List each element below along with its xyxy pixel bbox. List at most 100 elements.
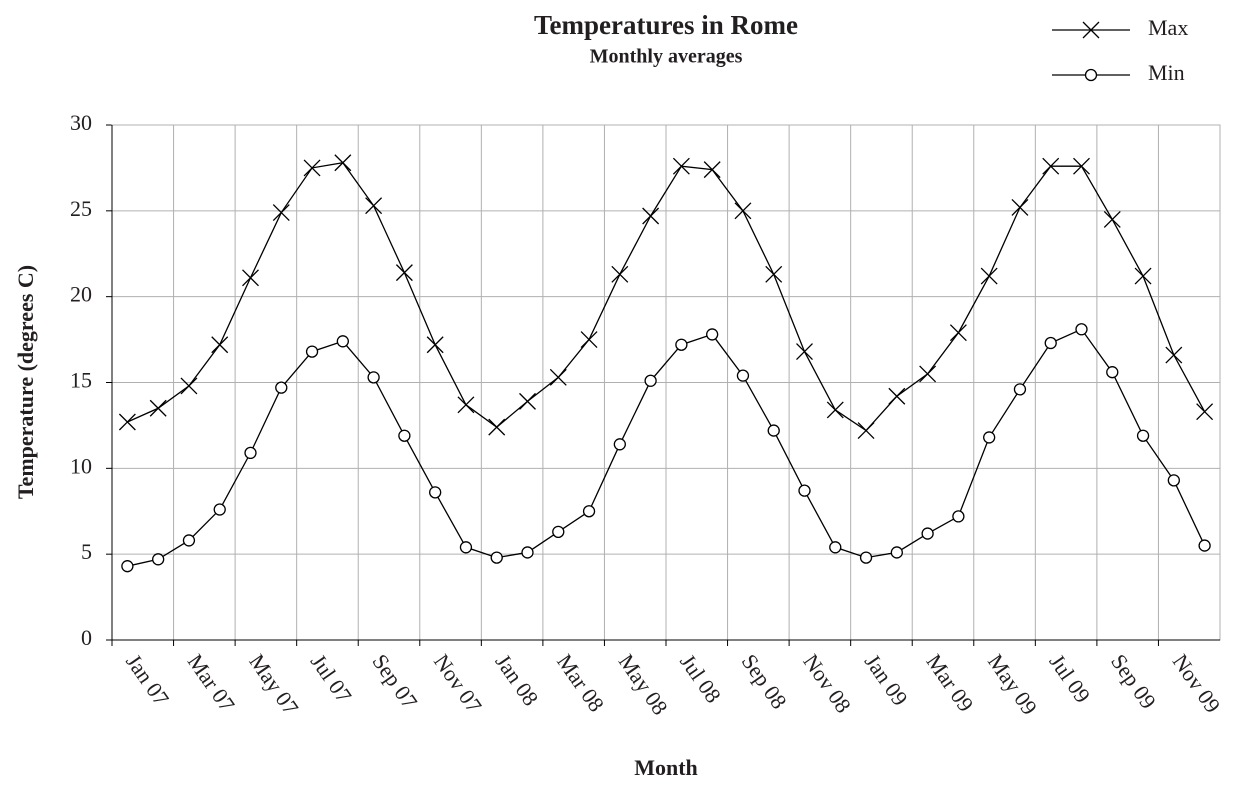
x-tick-label: Mar 07 xyxy=(183,649,240,716)
data-point xyxy=(672,157,690,175)
data-point xyxy=(1075,323,1088,336)
data-point xyxy=(580,331,598,349)
data-point xyxy=(949,324,967,342)
data-point xyxy=(457,396,475,414)
data-point xyxy=(859,551,873,564)
data-point xyxy=(272,204,290,222)
data-point xyxy=(211,336,229,354)
data-point xyxy=(552,525,565,538)
data-point xyxy=(1167,474,1180,487)
data-point xyxy=(706,328,719,341)
data-point xyxy=(796,343,813,361)
x-tick-label: Jul 07 xyxy=(306,649,357,707)
data-point xyxy=(1106,366,1119,379)
x-tick-label: Jul 09 xyxy=(1044,649,1095,707)
x-tick-label: May 07 xyxy=(244,649,303,719)
data-point xyxy=(642,207,660,225)
x-tick-label: Jan 08 xyxy=(490,649,543,710)
data-point xyxy=(488,418,506,436)
data-point xyxy=(1196,403,1214,421)
data-point xyxy=(121,560,134,573)
data-point xyxy=(980,267,998,285)
data-point xyxy=(703,161,721,179)
data-point xyxy=(1134,267,1152,285)
data-point xyxy=(826,401,844,419)
data-point xyxy=(736,369,750,382)
y-tick-label: 30 xyxy=(70,110,92,135)
data-point xyxy=(1136,429,1150,442)
data-point xyxy=(244,446,257,460)
x-tick-label: Jan 07 xyxy=(121,649,174,710)
data-point xyxy=(829,541,842,554)
data-point xyxy=(275,381,288,394)
data-point xyxy=(305,345,319,358)
data-point xyxy=(398,429,411,442)
data-point xyxy=(429,486,442,499)
data-point xyxy=(582,505,596,518)
data-point xyxy=(303,159,321,177)
x-tick-label: Nov 08 xyxy=(798,649,856,717)
data-point xyxy=(152,553,165,566)
x-tick-label: Nov 09 xyxy=(1168,649,1226,717)
data-point xyxy=(1165,346,1183,364)
data-point xyxy=(857,422,875,440)
data-point xyxy=(367,371,380,384)
data-point xyxy=(983,431,996,444)
data-point xyxy=(1011,198,1029,216)
series-line xyxy=(127,162,1206,432)
legend-label: Min xyxy=(1148,60,1185,85)
y-axis-label: Temperature (degrees C) xyxy=(13,265,38,499)
y-tick-label: 0 xyxy=(81,625,92,650)
series-line xyxy=(127,328,1206,567)
data-point xyxy=(611,265,629,283)
x-axis-label: Month xyxy=(634,755,698,780)
data-point xyxy=(952,510,965,523)
data-point xyxy=(180,377,198,395)
x-tick-label: May 08 xyxy=(614,649,673,719)
data-point xyxy=(149,399,167,417)
x-tick-label: Jan 09 xyxy=(860,649,913,710)
x-tick-label: Mar 08 xyxy=(552,649,609,716)
data-point xyxy=(1198,539,1211,552)
data-point xyxy=(921,527,934,540)
data-point xyxy=(459,541,473,554)
data-point xyxy=(1042,157,1060,175)
data-point xyxy=(118,413,136,431)
x-tick-label: Nov 07 xyxy=(429,649,487,717)
data-point xyxy=(490,551,503,564)
data-point xyxy=(519,392,536,410)
data-point xyxy=(426,336,444,354)
data-point xyxy=(1103,210,1121,228)
data-point xyxy=(395,264,413,282)
data-point xyxy=(521,546,534,559)
y-tick-label: 10 xyxy=(70,453,92,478)
data-point xyxy=(182,534,196,547)
chart-title: Temperatures in Rome xyxy=(534,10,798,40)
y-tick-label: 25 xyxy=(70,196,92,221)
data-point xyxy=(242,269,259,287)
x-tick-label: Sep 07 xyxy=(367,649,422,713)
data-point xyxy=(767,424,780,437)
data-point xyxy=(919,365,937,383)
data-point xyxy=(213,503,226,516)
data-point xyxy=(1044,336,1057,350)
x-tick-label: Mar 09 xyxy=(921,649,978,716)
data-point xyxy=(644,374,657,387)
data-point xyxy=(549,368,567,386)
y-tick-label: 15 xyxy=(70,368,92,393)
legend-marker xyxy=(1082,21,1100,39)
data-point xyxy=(334,154,352,172)
data-point xyxy=(336,335,349,348)
x-tick-label: Jul 08 xyxy=(675,649,726,707)
data-point xyxy=(613,438,626,451)
legend-label: Max xyxy=(1148,15,1188,40)
data-point xyxy=(675,338,688,351)
data-point xyxy=(365,197,383,215)
chart-subtitle: Monthly averages xyxy=(590,46,743,68)
data-point xyxy=(765,265,783,283)
x-tick-label: May 09 xyxy=(983,649,1042,719)
data-point xyxy=(888,387,906,405)
x-tick-label: Sep 09 xyxy=(1106,649,1161,713)
y-tick-label: 20 xyxy=(70,282,92,307)
